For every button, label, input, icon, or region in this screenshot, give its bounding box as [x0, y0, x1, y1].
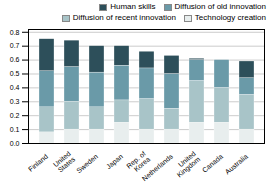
- svg-text:0.7: 0.7: [10, 42, 20, 49]
- svg-text:Netherlands: Netherlands: [141, 152, 175, 182]
- svg-text:Finland: Finland: [27, 153, 49, 173]
- svg-text:0.4: 0.4: [10, 84, 20, 91]
- svg-text:Australia: Australia: [224, 153, 249, 176]
- svg-text:0.3: 0.3: [10, 98, 20, 105]
- svg-text:0.2: 0.2: [10, 112, 20, 119]
- svg-text:UnitedStates: UnitedStates: [52, 150, 77, 174]
- svg-text:0.6: 0.6: [10, 56, 20, 63]
- svg-text:0.5: 0.5: [10, 70, 20, 77]
- svg-text:Japan: Japan: [105, 153, 125, 171]
- svg-text:UnitedKingdom: UnitedKingdom: [171, 150, 202, 179]
- svg-text:0.0: 0.0: [10, 140, 20, 147]
- svg-text:0.8: 0.8: [10, 29, 20, 36]
- svg-text:Sweden: Sweden: [75, 153, 99, 175]
- svg-text:Canada: Canada: [201, 153, 224, 174]
- svg-text:0.1: 0.1: [10, 126, 20, 133]
